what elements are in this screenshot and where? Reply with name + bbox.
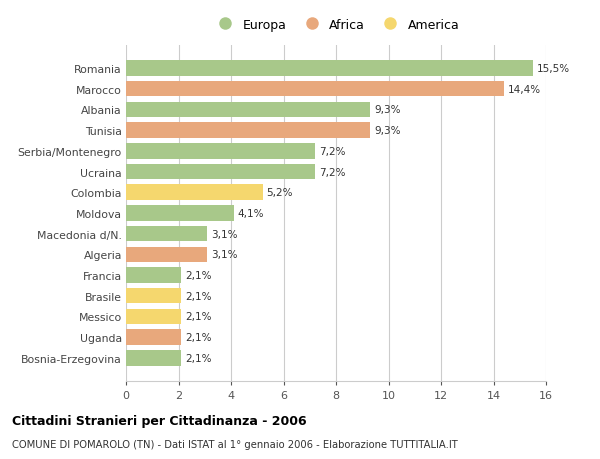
Text: 2,1%: 2,1%	[185, 312, 212, 322]
Text: 14,4%: 14,4%	[508, 84, 541, 95]
Bar	[126, 164, 315, 180]
Text: COMUNE DI POMAROLO (TN) - Dati ISTAT al 1° gennaio 2006 - Elaborazione TUTTITALI: COMUNE DI POMAROLO (TN) - Dati ISTAT al …	[12, 440, 458, 449]
Bar	[126, 247, 208, 263]
Text: 7,2%: 7,2%	[319, 146, 346, 157]
Bar	[126, 226, 208, 242]
Bar	[126, 102, 370, 118]
Text: 2,1%: 2,1%	[185, 353, 212, 363]
Text: 9,3%: 9,3%	[374, 105, 401, 115]
Text: 9,3%: 9,3%	[374, 126, 401, 136]
Text: 15,5%: 15,5%	[537, 64, 570, 74]
Text: 3,1%: 3,1%	[211, 229, 238, 239]
Bar	[126, 82, 504, 97]
Text: 5,2%: 5,2%	[266, 188, 293, 198]
Bar	[126, 268, 181, 283]
Text: 2,1%: 2,1%	[185, 270, 212, 280]
Text: Cittadini Stranieri per Cittadinanza - 2006: Cittadini Stranieri per Cittadinanza - 2…	[12, 414, 307, 428]
Bar	[126, 185, 263, 201]
Bar	[126, 288, 181, 304]
Bar	[126, 144, 315, 159]
Bar	[126, 330, 181, 345]
Bar	[126, 309, 181, 325]
Text: 3,1%: 3,1%	[211, 250, 238, 260]
Bar	[126, 350, 181, 366]
Text: 7,2%: 7,2%	[319, 167, 346, 177]
Text: 2,1%: 2,1%	[185, 291, 212, 301]
Bar	[126, 61, 533, 77]
Text: 4,1%: 4,1%	[238, 208, 264, 218]
Legend: Europa, Africa, America: Europa, Africa, America	[213, 19, 459, 32]
Text: 2,1%: 2,1%	[185, 332, 212, 342]
Bar	[126, 123, 370, 139]
Bar	[126, 206, 233, 221]
